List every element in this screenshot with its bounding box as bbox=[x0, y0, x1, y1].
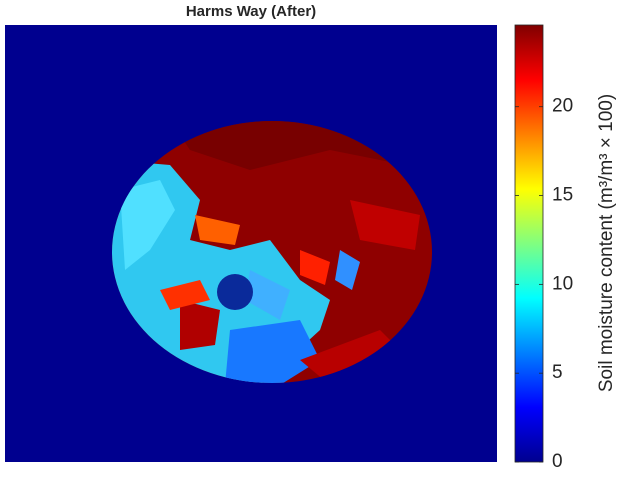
map-image bbox=[5, 25, 497, 462]
colorbar-label: Soil moisture content (m³/m³ × 100) bbox=[596, 94, 617, 392]
colorbar-tick-label: 5 bbox=[552, 362, 563, 383]
colorbar-tick-label: 10 bbox=[552, 273, 573, 294]
chart-title: Harms Way (After) bbox=[186, 3, 316, 20]
colorbar-tick-label: 20 bbox=[552, 96, 573, 117]
colorbar-tick-label: 0 bbox=[552, 451, 563, 472]
colorbar bbox=[514, 24, 544, 463]
colorbar-tick-label: 15 bbox=[552, 185, 573, 206]
